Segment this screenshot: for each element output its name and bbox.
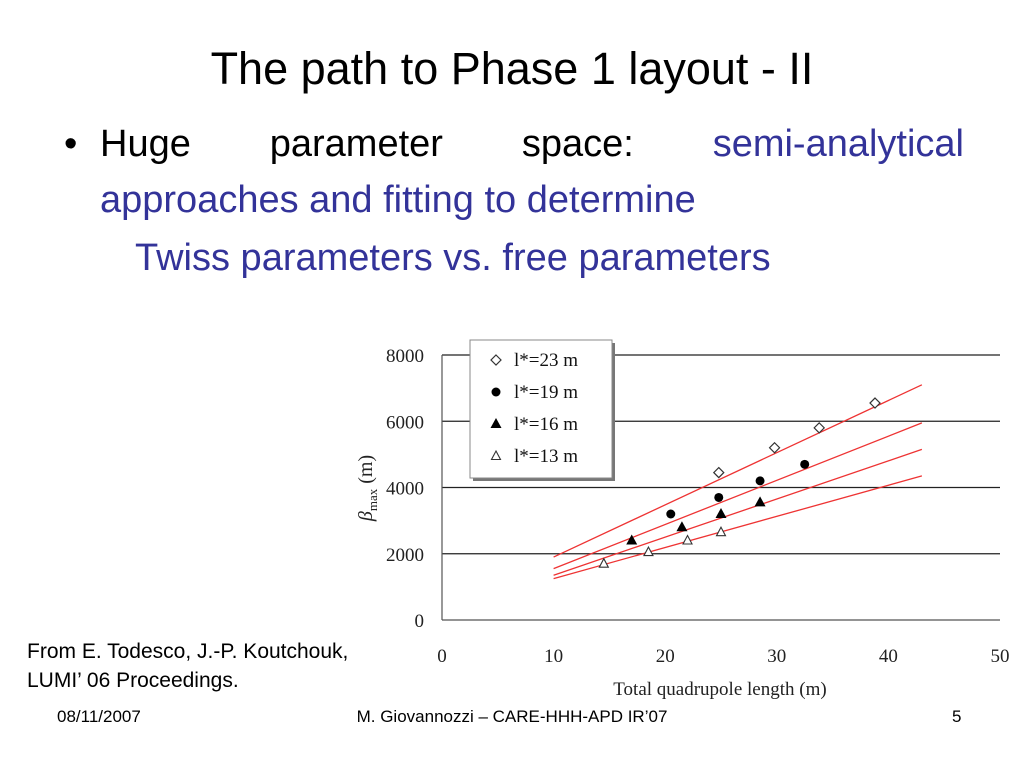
citation: From E. Todesco, J.-P. Koutchouk, LUMI’ … — [27, 637, 348, 695]
point-s2-3 — [755, 476, 765, 486]
citation-line-2: LUMI’ 06 Proceedings. — [27, 669, 239, 692]
point-s2-2 — [714, 492, 724, 502]
y-axis-label-symbol: β — [355, 511, 377, 522]
bullet-line-2: approaches and fitting to determine — [100, 179, 696, 221]
fit-line-1 — [553, 384, 923, 558]
legend-marker-3 — [490, 418, 502, 428]
legend: l*=23 m l*=19 m l*=16 m l*=13 m — [469, 339, 615, 481]
x-tick-label-50: 50 — [991, 646, 1010, 667]
x-tick-label-30: 30 — [767, 646, 786, 667]
legend-label-2: l*=19 m — [514, 382, 578, 403]
footer-date: 08/11/2007 — [57, 707, 141, 726]
fit-line-2 — [553, 422, 923, 570]
fit-line-3 — [553, 448, 923, 576]
y-axis-label-unit: (m) — [355, 455, 377, 489]
point-s1-1 — [712, 466, 725, 479]
slide-title: The path to Phase 1 layout - II — [210, 43, 814, 94]
y-axis-label: βmax (m) — [355, 455, 380, 522]
fit-line-4 — [553, 475, 923, 580]
point-s3-3 — [715, 508, 727, 518]
x-tick-label-10: 10 — [544, 646, 563, 667]
point-s3-2 — [676, 521, 688, 532]
legend-marker-4 — [490, 449, 502, 461]
point-s3-4 — [754, 496, 766, 507]
y-tick-label-6000: 6000 — [386, 412, 424, 433]
fit-lines — [553, 384, 923, 580]
data-points — [598, 397, 881, 568]
point-s4-1 — [598, 557, 610, 568]
citation-line-1: From E. Todesco, J.-P. Koutchouk, — [27, 640, 349, 663]
legend-label-1: l*=23 m — [514, 350, 578, 371]
legend-marker-1 — [490, 354, 502, 366]
bullet-marker: • — [64, 123, 78, 165]
bullet-line-1: Huge parameter space: semi-analytical — [100, 114, 964, 174]
legend-marker-2 — [491, 387, 501, 397]
footer-page-number: 5 — [952, 707, 962, 726]
y-axis-label-sub: max — [365, 488, 380, 511]
x-tick-label-0: 0 — [437, 646, 447, 667]
x-tick-label-40: 40 — [879, 646, 898, 667]
tick-labels: 0 2000 4000 6000 8000 0 10 20 30 40 50 — [386, 346, 1010, 667]
bullet-word-4: semi-analytical — [712, 123, 964, 165]
point-s2-1 — [666, 509, 676, 519]
point-s1-3 — [813, 422, 826, 434]
subheading: Twiss parameters vs. free parameters — [135, 237, 771, 279]
y-tick-label-8000: 8000 — [386, 346, 424, 367]
bullet-word-2: parameter — [269, 123, 443, 165]
point-s4-2 — [643, 545, 654, 557]
x-axis-label: Total quadrupole length (m) — [613, 679, 826, 700]
legend-label-4: l*=13 m — [514, 446, 578, 467]
y-tick-label-2000: 2000 — [386, 545, 424, 566]
point-s1-2 — [768, 441, 781, 454]
y-tick-label-4000: 4000 — [386, 479, 424, 500]
point-s4-3 — [682, 534, 693, 545]
x-tick-label-20: 20 — [656, 646, 675, 667]
legend-label-3: l*=16 m — [514, 414, 578, 435]
point-s1-4 — [869, 397, 881, 409]
y-tick-label-0: 0 — [415, 611, 425, 632]
footer-center: M. Giovannozzi – CARE-HHH-APD IR’07 — [356, 707, 668, 726]
bullet-word-1: Huge — [100, 123, 191, 165]
point-s3-1 — [626, 534, 638, 545]
point-s2-4 — [800, 459, 810, 469]
point-s4-4 — [715, 526, 727, 537]
bullet-word-3: space: — [521, 123, 634, 165]
